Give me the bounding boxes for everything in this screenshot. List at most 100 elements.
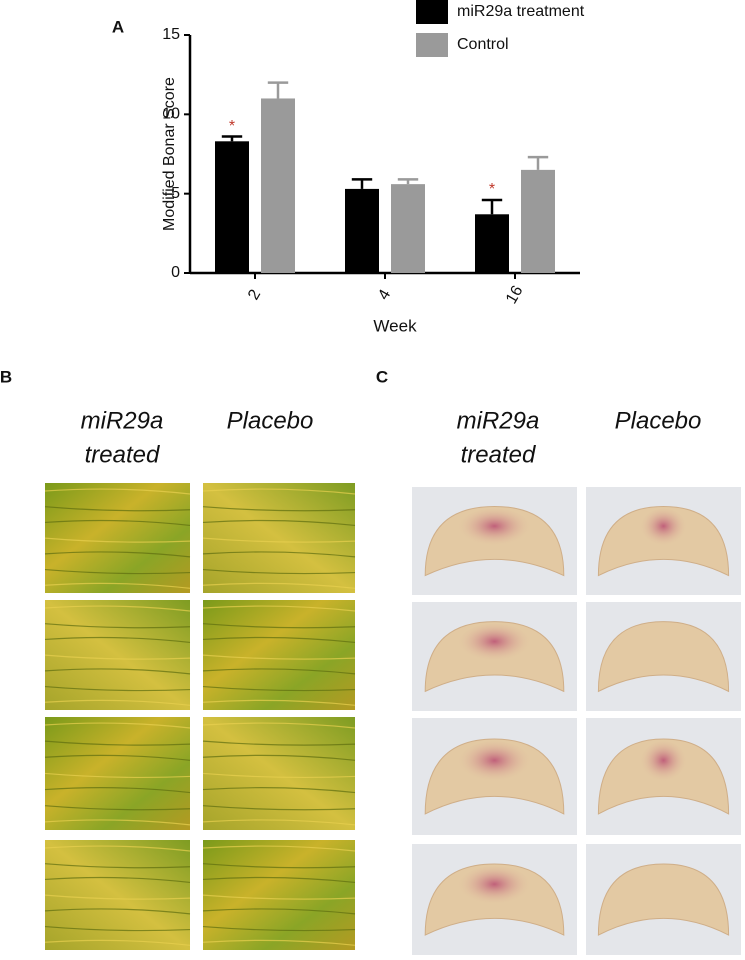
image-caption: miR29a: [81, 407, 164, 434]
fiber-streak: [202, 863, 356, 869]
fiber-streak: [202, 488, 356, 495]
fiber-streak: [202, 582, 356, 589]
fiber-streak: [202, 551, 356, 558]
fiber-streak: [44, 488, 191, 495]
error-bar: [481, 198, 503, 215]
fiber-streak: [202, 537, 356, 543]
fiber-streak: [202, 894, 356, 900]
fiber-streak: [44, 908, 191, 915]
fiber-streak: [44, 654, 191, 660]
fiber-streak: [44, 754, 191, 761]
fiber-streak: [44, 636, 191, 644]
bar: [345, 188, 379, 273]
fiber-streak: [202, 636, 356, 644]
significance-marker: *: [229, 118, 235, 135]
error-bar: [221, 135, 243, 142]
fiber-streak: [44, 925, 191, 932]
fiber-streak: [44, 845, 191, 852]
legend-label: miR29a treatment: [457, 3, 585, 20]
micrograph: [45, 483, 190, 593]
fiber-streak: [44, 685, 191, 692]
fiber-streak: [202, 654, 356, 660]
error-bar: [267, 81, 289, 99]
x-tick-label: 4: [375, 287, 394, 303]
tissue-stain: [458, 508, 531, 548]
fiber-streak: [202, 623, 356, 629]
fiber-streak: [202, 519, 356, 527]
tissue-stain: [640, 508, 687, 548]
fiber-streak: [202, 740, 356, 746]
error-bar: [397, 178, 419, 185]
fiber-streak: [44, 740, 191, 746]
micrograph: [203, 483, 355, 593]
micrograph: [45, 840, 190, 950]
fiber-streak: [202, 605, 356, 612]
y-tick-label: 0: [171, 264, 180, 281]
bar: [475, 214, 509, 273]
bar: [521, 169, 555, 273]
image-caption: Placebo: [227, 407, 314, 434]
fiber-streak: [44, 605, 191, 612]
micrograph: [45, 600, 190, 710]
significance-marker: *: [489, 181, 495, 198]
micrograph: [203, 600, 355, 710]
fiber-streak: [202, 754, 356, 761]
fiber-streak: [44, 699, 191, 706]
fiber-streak: [44, 519, 191, 527]
fiber-streak: [202, 772, 356, 779]
error-bar: [527, 155, 549, 170]
y-tick-label: 15: [162, 26, 180, 43]
fiber-streak: [44, 722, 191, 729]
image-caption: miR29a: [457, 407, 540, 434]
fiber-streak: [202, 876, 356, 884]
fiber-streak: [44, 787, 191, 794]
y-axis-label: Modified Bonar Score: [161, 77, 178, 231]
fiber-streak: [44, 876, 191, 884]
fiber-streak: [44, 772, 191, 779]
tissue-slice: [597, 621, 730, 693]
fiber-streak: [202, 685, 356, 692]
fiber-streak: [202, 908, 356, 915]
fiber-streak: [44, 819, 191, 826]
fiber-streak: [202, 845, 356, 852]
image-caption: treated: [85, 441, 160, 468]
fiber-streak: [44, 668, 191, 675]
fiber-streak: [44, 551, 191, 558]
fiber-streak: [44, 894, 191, 900]
bar: [261, 98, 295, 273]
micrograph: [45, 717, 190, 830]
fiber-streak: [44, 582, 191, 589]
x-tick-label: 16: [503, 283, 527, 307]
x-axis-label: Week: [373, 316, 417, 335]
x-tick-label: 2: [245, 287, 264, 303]
legend-label: Control: [457, 36, 509, 53]
fiber-streak: [202, 939, 356, 946]
fiber-streak: [44, 805, 191, 811]
fiber-streak: [44, 939, 191, 946]
fiber-streak: [202, 722, 356, 729]
panel-label: C: [376, 367, 388, 386]
panel-label: B: [0, 367, 12, 386]
fiber-streak: [202, 819, 356, 826]
image-caption: Placebo: [615, 407, 702, 434]
error-bar: [351, 178, 373, 189]
fiber-streak: [202, 668, 356, 675]
fiber-streak: [202, 805, 356, 811]
fiber-streak: [44, 863, 191, 869]
fiber-streak: [44, 623, 191, 629]
fiber-streak: [44, 537, 191, 543]
fiber-streak: [202, 568, 356, 575]
tissue-stain: [458, 623, 531, 664]
image-caption: treated: [461, 441, 536, 468]
panel-label: A: [112, 17, 124, 36]
bar: [391, 184, 425, 273]
y-tick-label: 10: [162, 106, 180, 123]
tissue-stain: [640, 741, 687, 784]
fiber-streak: [44, 568, 191, 575]
fiber-streak: [202, 787, 356, 794]
tissue-stain: [458, 741, 531, 784]
legend-swatch: [416, 33, 448, 57]
micrograph: [203, 717, 355, 830]
tissue-slice: [597, 863, 730, 936]
